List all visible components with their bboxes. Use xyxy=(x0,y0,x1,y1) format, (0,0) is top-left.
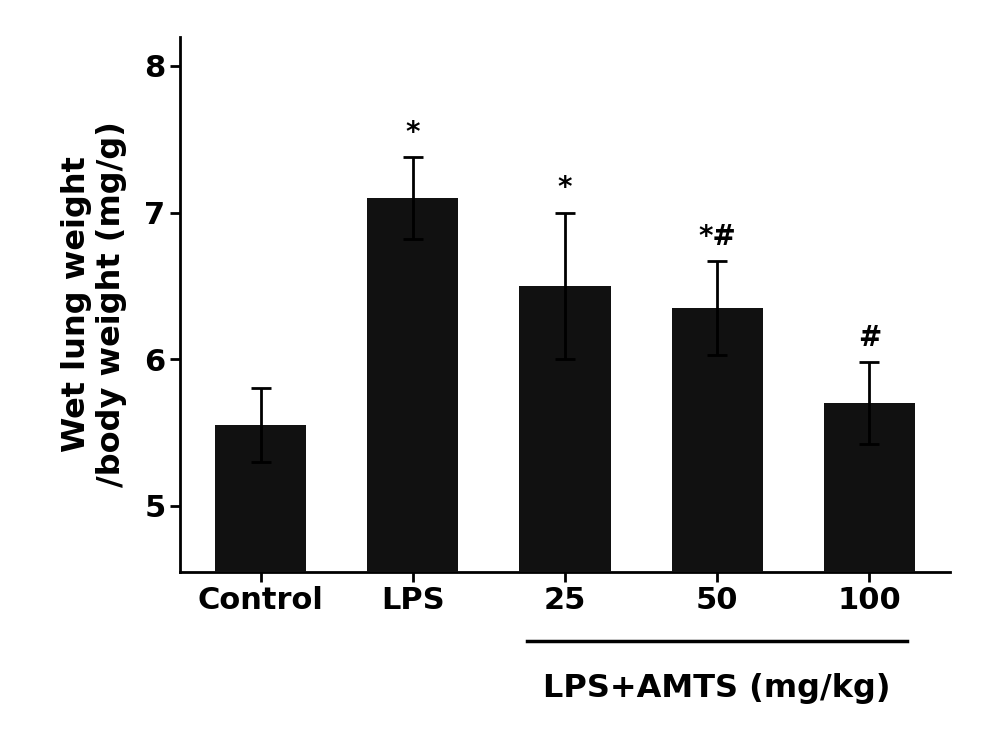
Bar xyxy=(367,198,458,733)
Text: #: # xyxy=(858,324,881,352)
Text: *: * xyxy=(406,119,420,147)
Text: *#: *# xyxy=(698,223,736,251)
Y-axis label: Wet lung weight
/body weight (mg/g): Wet lung weight /body weight (mg/g) xyxy=(61,121,128,487)
Bar xyxy=(824,403,915,733)
Bar xyxy=(672,308,763,733)
Bar xyxy=(215,425,306,733)
Bar xyxy=(519,286,611,733)
Text: LPS+AMTS (mg/kg): LPS+AMTS (mg/kg) xyxy=(543,674,891,704)
Text: *: * xyxy=(558,174,572,202)
